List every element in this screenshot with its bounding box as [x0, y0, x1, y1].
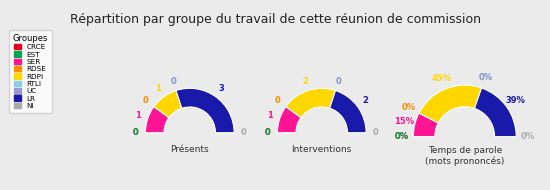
Text: Interventions: Interventions — [292, 145, 352, 154]
Wedge shape — [329, 90, 366, 133]
Text: 0: 0 — [133, 128, 139, 137]
Text: 0%: 0% — [402, 103, 416, 112]
Wedge shape — [145, 107, 169, 133]
Text: 1: 1 — [155, 84, 161, 93]
Text: 0: 0 — [241, 128, 247, 137]
Text: 0: 0 — [373, 128, 379, 137]
Text: 15%: 15% — [394, 117, 414, 126]
Text: 2: 2 — [362, 96, 368, 105]
Legend: CRCE, EST, SER, RDSE, RDPI, RTLI, UC, LR, NI: CRCE, EST, SER, RDSE, RDPI, RTLI, UC, LR… — [9, 30, 52, 113]
Text: 0: 0 — [133, 128, 139, 137]
Wedge shape — [413, 113, 438, 137]
Text: 3: 3 — [219, 84, 224, 93]
Text: 0%: 0% — [395, 132, 409, 141]
Wedge shape — [475, 88, 516, 137]
Text: 0: 0 — [275, 96, 281, 105]
Text: 0: 0 — [170, 77, 176, 86]
Text: 1: 1 — [135, 112, 141, 120]
Text: 2: 2 — [302, 77, 308, 86]
Wedge shape — [176, 88, 234, 133]
Text: 0: 0 — [170, 77, 176, 86]
Text: 0%: 0% — [478, 73, 492, 82]
Text: 0%: 0% — [520, 132, 535, 141]
Text: 0%: 0% — [395, 132, 409, 141]
Text: 0: 0 — [265, 128, 271, 137]
Wedge shape — [277, 107, 301, 133]
Text: 0: 0 — [336, 77, 342, 86]
Text: 45%: 45% — [431, 74, 452, 83]
Wedge shape — [419, 85, 482, 123]
Text: 0: 0 — [336, 77, 342, 86]
Text: 0: 0 — [265, 128, 271, 137]
Wedge shape — [286, 88, 336, 118]
Text: 1: 1 — [267, 112, 273, 120]
Text: Répartition par groupe du travail de cette réunion de commission: Répartition par groupe du travail de cet… — [69, 13, 481, 26]
Text: 0: 0 — [143, 96, 149, 105]
Text: Présents: Présents — [170, 145, 209, 154]
Text: Temps de parole
(mots prononcés): Temps de parole (mots prononcés) — [425, 146, 504, 166]
Wedge shape — [154, 90, 182, 118]
Text: 39%: 39% — [506, 96, 526, 105]
Text: 0%: 0% — [478, 73, 492, 82]
